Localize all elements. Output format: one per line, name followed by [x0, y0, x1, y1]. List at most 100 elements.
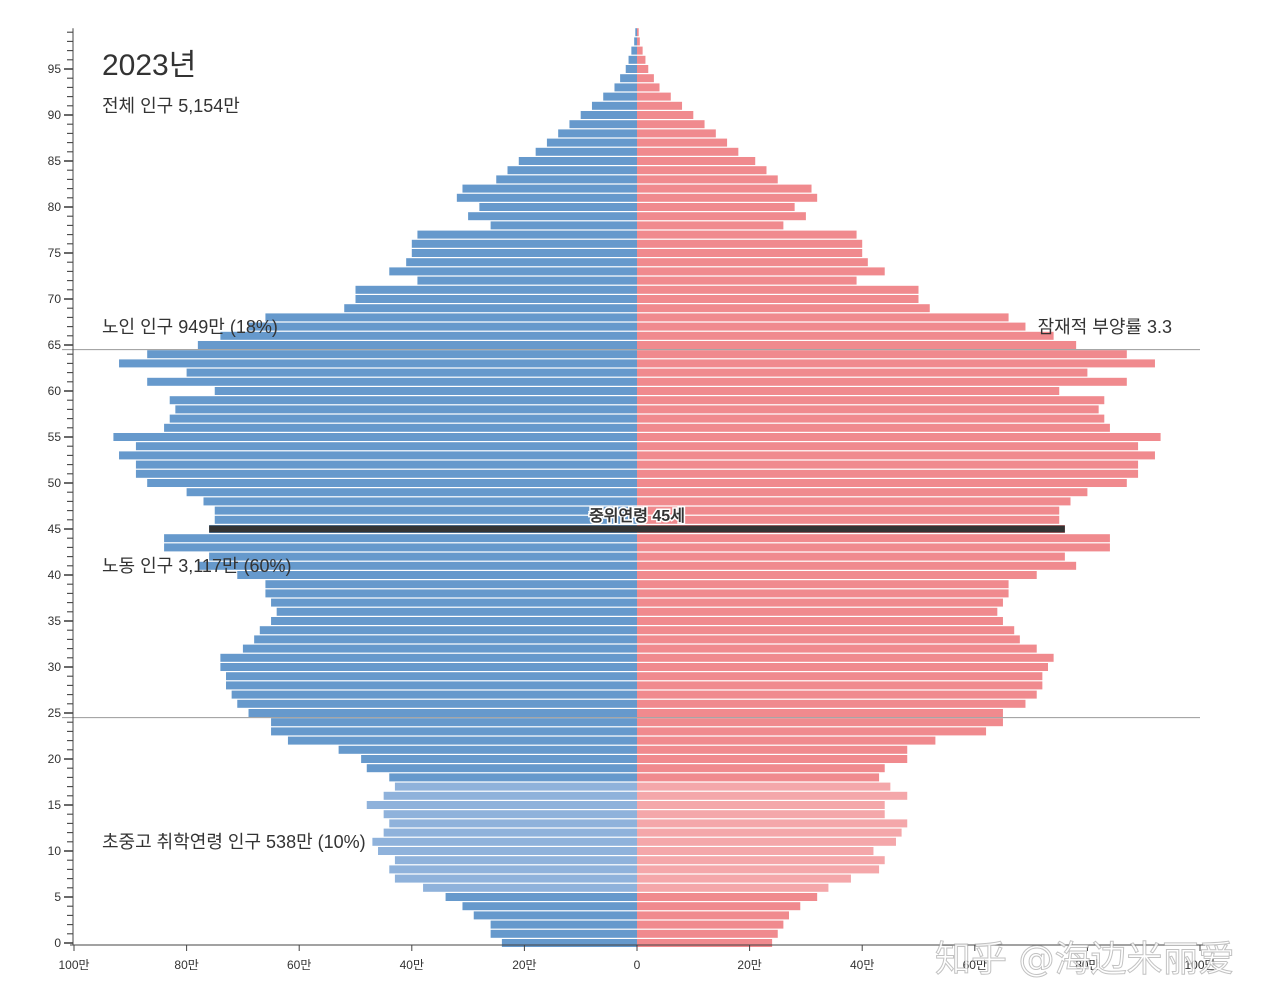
- female-bar: [637, 699, 1026, 708]
- reference-lines: [62, 349, 1200, 719]
- female-bar: [637, 193, 818, 202]
- female-bar: [637, 653, 1054, 662]
- female-bar: [637, 387, 1060, 395]
- female-bar: [637, 663, 1048, 671]
- male-bar: [242, 644, 637, 653]
- male-bar: [164, 543, 637, 552]
- male-bar: [135, 469, 637, 478]
- male-bar: [383, 791, 637, 800]
- male-bar: [631, 46, 637, 55]
- y-tick-label: 55: [48, 430, 62, 444]
- female-bar: [637, 460, 1139, 469]
- male-bar: [411, 239, 637, 248]
- y-tick-label: 30: [48, 660, 62, 674]
- female-bar: [637, 929, 778, 938]
- female-bar: [637, 865, 880, 874]
- elderly-population-label: 노인 인구 949만 (18%): [102, 317, 278, 337]
- female-bar: [637, 644, 1037, 653]
- male-bar: [518, 157, 637, 165]
- male-bar: [507, 166, 637, 175]
- female-bar: [637, 129, 716, 138]
- male-bar: [479, 203, 637, 211]
- male-bar: [490, 929, 637, 938]
- y-tick-label: 15: [48, 798, 62, 812]
- male-bar: [147, 350, 637, 359]
- male-bar: [417, 276, 637, 285]
- female-bar: [637, 203, 795, 211]
- male-bar: [344, 304, 637, 313]
- female-bar: [637, 690, 1037, 699]
- female-bar: [637, 561, 1077, 570]
- female-bar: [637, 157, 756, 165]
- female-bar: [637, 939, 773, 947]
- male-bar: [468, 212, 637, 221]
- female-bar: [637, 856, 885, 865]
- male-bar: [394, 874, 637, 883]
- male-bar: [220, 663, 637, 671]
- male-bar: [203, 497, 638, 506]
- female-bar: [637, 147, 739, 156]
- male-bar: [135, 442, 637, 451]
- male-bar: [366, 764, 637, 773]
- male-bar: [496, 175, 637, 184]
- male-bar: [119, 359, 638, 368]
- male-bar: [175, 405, 637, 414]
- female-bar: [637, 571, 1037, 579]
- y-tick-label: 45: [48, 522, 62, 536]
- male-bar: [265, 580, 637, 589]
- male-bar: [226, 672, 637, 681]
- male-bar: [603, 92, 637, 101]
- male-bar: [214, 515, 637, 524]
- male-bar: [580, 111, 637, 119]
- median-age-label: 중위연령 45세: [589, 506, 685, 525]
- chart-title-year: 2023년: [102, 49, 197, 82]
- female-bar: [637, 497, 1071, 506]
- x-tick-label: 100만: [58, 958, 89, 972]
- female-bar: [637, 626, 1015, 635]
- female-bar: [637, 819, 908, 828]
- female-bar: [637, 258, 868, 267]
- female-bar: [637, 727, 987, 736]
- male-bar: [265, 589, 637, 598]
- female-bar: [637, 313, 1009, 322]
- male-bar: [501, 939, 637, 947]
- male-bar: [147, 479, 637, 487]
- female-bar: [637, 874, 851, 883]
- male-bar: [186, 488, 637, 497]
- male-bar: [394, 782, 637, 791]
- male-bar: [197, 561, 638, 570]
- y-tick-label: 10: [48, 844, 62, 858]
- male-bar: [473, 911, 637, 920]
- x-tick-label: 80만: [174, 958, 198, 972]
- male-bar: [271, 598, 637, 607]
- median-age-bar: [209, 525, 1065, 533]
- female-bar: [637, 543, 1110, 552]
- female-bar: [637, 469, 1139, 478]
- female-bar: [637, 847, 874, 855]
- male-bar: [558, 129, 637, 138]
- female-bar: [637, 304, 930, 313]
- male-bar: [169, 414, 637, 423]
- female-bar: [637, 101, 683, 110]
- female-bar: [637, 442, 1139, 451]
- y-tick-label: 65: [48, 338, 62, 352]
- male-bar: [389, 267, 637, 276]
- male-bar: [248, 322, 637, 331]
- y-tick-label: 90: [48, 108, 62, 122]
- female-bar: [637, 672, 1043, 681]
- female-bar: [637, 184, 812, 193]
- male-bar: [383, 828, 637, 837]
- x-tick-label: 60만: [963, 958, 987, 972]
- female-bar: [637, 801, 885, 809]
- male-bar: [287, 736, 637, 745]
- male-bar: [259, 626, 637, 635]
- female-bar: [637, 920, 784, 929]
- y-tick-label: 50: [48, 476, 62, 490]
- male-bar: [383, 810, 637, 819]
- female-bar: [637, 791, 908, 800]
- male-bar: [237, 571, 637, 579]
- y-tick-label: 5: [54, 890, 61, 904]
- total-population-label: 전체 인구 5,154만: [102, 96, 240, 116]
- male-bar: [361, 755, 637, 763]
